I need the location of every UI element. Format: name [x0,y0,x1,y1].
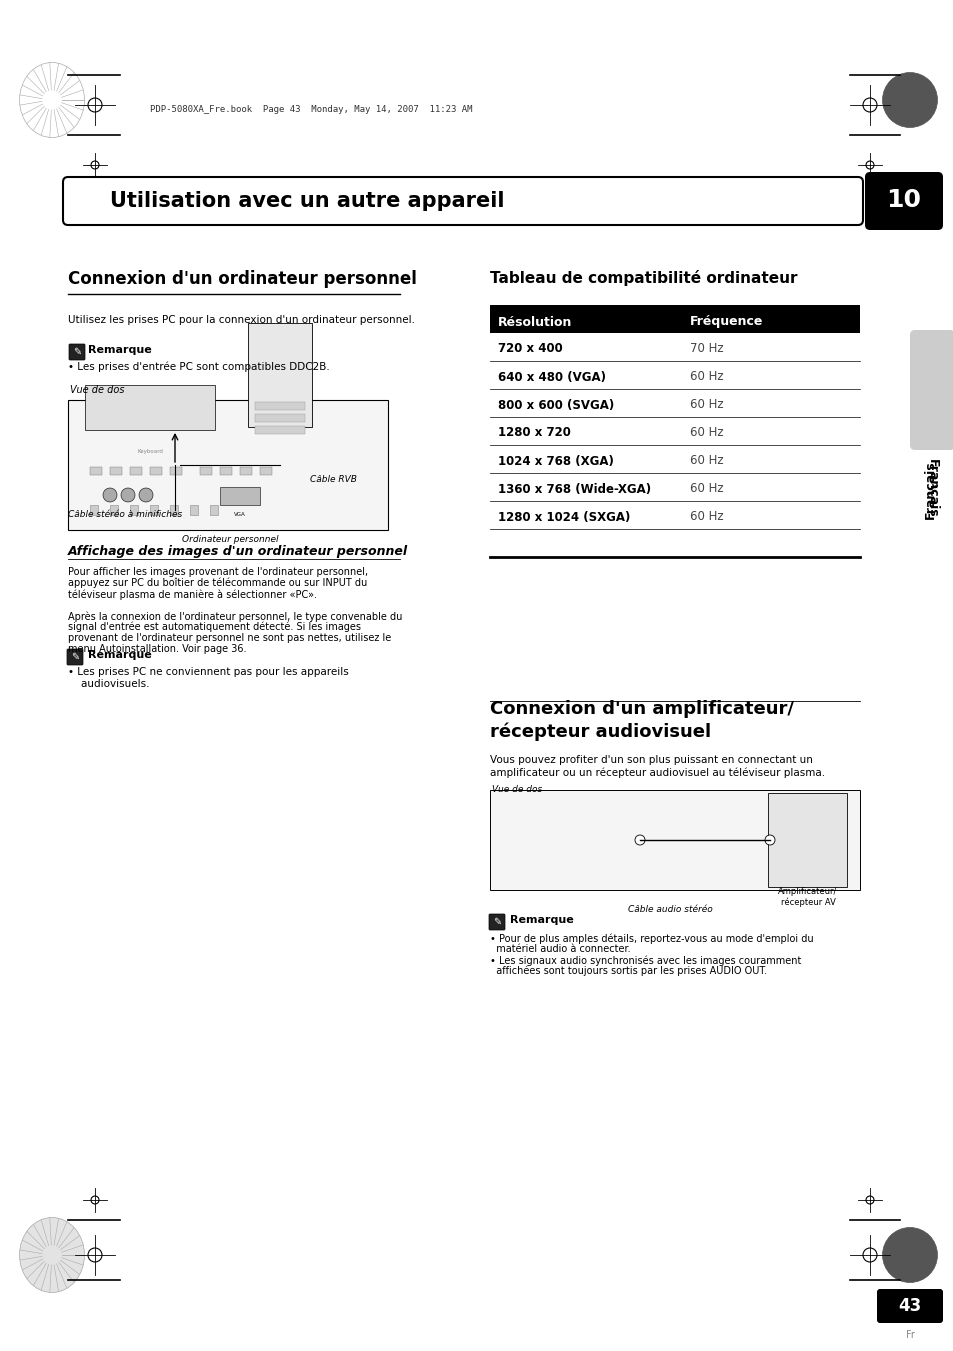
FancyBboxPatch shape [248,323,312,427]
Text: Fr: Fr [904,1329,914,1340]
Text: PDP-5080XA_Fre.book  Page 43  Monday, May 14, 2007  11:23 AM: PDP-5080XA_Fre.book Page 43 Monday, May … [150,105,472,115]
Text: 60 Hz: 60 Hz [689,399,723,412]
Text: Keyboard: Keyboard [137,449,163,454]
Text: • Les signaux audio synchronisés avec les images couramment: • Les signaux audio synchronisés avec le… [490,955,801,966]
Text: 70 Hz: 70 Hz [689,343,723,355]
Text: Amplificateur/
récepteur AV: Amplificateur/ récepteur AV [778,888,837,907]
Text: Après la connexion de l'ordinateur personnel, le type convenable du: Après la connexion de l'ordinateur perso… [68,611,402,621]
Text: Remarque: Remarque [510,915,573,925]
Text: VGA: VGA [233,512,246,516]
Text: menu Autoinstallation. Voir page 36.: menu Autoinstallation. Voir page 36. [68,644,246,654]
FancyBboxPatch shape [90,467,102,476]
Text: Utilisez les prises PC pour la connexion d'un ordinateur personnel.: Utilisez les prises PC pour la connexion… [68,315,415,326]
Text: téléviseur plasma de manière à sélectionner «PC».: téléviseur plasma de manière à sélection… [68,589,316,600]
Text: ✎: ✎ [71,653,79,662]
Text: • Pour de plus amples détails, reportez-vous au mode d'emploi du: • Pour de plus amples détails, reportez-… [490,934,813,943]
Text: Tableau de compatibilité ordinateur: Tableau de compatibilité ordinateur [490,270,797,286]
Text: Pour afficher les images provenant de l'ordinateur personnel,: Pour afficher les images provenant de l'… [68,567,368,577]
Text: Utilisation avec un autre appareil: Utilisation avec un autre appareil [110,190,504,211]
Text: amplificateur ou un récepteur audiovisuel au téléviseur plasma.: amplificateur ou un récepteur audiovisue… [490,767,824,777]
Text: Remarque: Remarque [88,650,152,661]
Text: ✎: ✎ [493,917,500,927]
Text: 10: 10 [885,188,921,212]
FancyBboxPatch shape [150,467,162,476]
Text: Connexion d'un amplificateur/
récepteur audiovisuel: Connexion d'un amplificateur/ récepteur … [490,700,793,740]
Text: Câble stéréo à minifiches: Câble stéréo à minifiches [68,509,182,519]
Text: Câble audio stéréo: Câble audio stéréo [627,905,712,915]
Circle shape [139,488,152,503]
Circle shape [635,835,644,844]
FancyBboxPatch shape [150,505,158,515]
Text: ✎: ✎ [72,347,81,357]
FancyBboxPatch shape [190,505,198,515]
Ellipse shape [882,73,937,127]
Text: Résolution: Résolution [497,316,572,328]
Text: 43: 43 [898,1297,921,1315]
Text: 60 Hz: 60 Hz [689,454,723,467]
Text: appuyez sur PC du boîtier de télécommande ou sur INPUT du: appuyez sur PC du boîtier de télécommand… [68,578,367,589]
Text: matériel audio à connecter.: matériel audio à connecter. [490,944,630,954]
FancyBboxPatch shape [68,400,388,530]
FancyBboxPatch shape [85,385,214,430]
Text: Vue de dos: Vue de dos [492,785,541,794]
FancyBboxPatch shape [909,330,953,450]
Text: Français: Français [924,459,938,517]
FancyBboxPatch shape [110,467,122,476]
FancyBboxPatch shape [490,790,859,890]
Text: 60 Hz: 60 Hz [689,427,723,439]
FancyBboxPatch shape [254,403,305,409]
Text: affichées sont toujours sortis par les prises AUDIO OUT.: affichées sont toujours sortis par les p… [490,966,766,977]
Text: 1280 x 1024 (SXGA): 1280 x 1024 (SXGA) [497,511,630,523]
Text: 720 x 400: 720 x 400 [497,343,562,355]
FancyBboxPatch shape [200,467,212,476]
FancyBboxPatch shape [864,172,942,230]
FancyBboxPatch shape [170,467,182,476]
FancyBboxPatch shape [260,467,272,476]
Text: 640 x 480 (VGA): 640 x 480 (VGA) [497,370,605,384]
Circle shape [121,488,135,503]
FancyBboxPatch shape [490,305,859,332]
FancyBboxPatch shape [220,467,232,476]
Text: Connexion d'un ordinateur personnel: Connexion d'un ordinateur personnel [68,270,416,288]
Text: Affichage des images d'un ordinateur personnel: Affichage des images d'un ordinateur per… [68,544,408,558]
Text: Remarque: Remarque [88,345,152,355]
Text: Vous pouvez profiter d'un son plus puissant en connectant un: Vous pouvez profiter d'un son plus puiss… [490,755,812,765]
Text: Ordinateur personnel: Ordinateur personnel [182,535,278,544]
Text: signal d'entrée est automatiquement détecté. Si les images: signal d'entrée est automatiquement déte… [68,621,360,632]
Text: Vue de dos: Vue de dos [70,385,125,394]
FancyBboxPatch shape [90,505,98,515]
FancyBboxPatch shape [130,505,138,515]
Text: Français: Français [923,461,936,519]
Circle shape [764,835,774,844]
FancyBboxPatch shape [67,648,83,665]
Text: • Les prises PC ne conviennent pas pour les appareils
    audiovisuels.: • Les prises PC ne conviennent pas pour … [68,667,349,689]
FancyBboxPatch shape [876,1289,942,1323]
FancyBboxPatch shape [110,505,118,515]
Text: 1360 x 768 (Wide-XGA): 1360 x 768 (Wide-XGA) [497,482,651,496]
FancyBboxPatch shape [240,467,252,476]
Text: 800 x 600 (SVGA): 800 x 600 (SVGA) [497,399,614,412]
FancyBboxPatch shape [130,467,142,476]
FancyBboxPatch shape [254,413,305,422]
FancyBboxPatch shape [767,793,846,888]
Text: 60 Hz: 60 Hz [689,511,723,523]
Text: Câble RVB: Câble RVB [310,476,356,484]
FancyBboxPatch shape [170,505,178,515]
Text: 60 Hz: 60 Hz [689,482,723,496]
Circle shape [103,488,117,503]
FancyBboxPatch shape [489,915,504,929]
FancyBboxPatch shape [210,505,218,515]
Text: provenant de l'ordinateur personnel ne sont pas nettes, utilisez le: provenant de l'ordinateur personnel ne s… [68,634,391,643]
Ellipse shape [882,1228,937,1282]
FancyBboxPatch shape [220,486,260,505]
Text: 1280 x 720: 1280 x 720 [497,427,570,439]
Text: 60 Hz: 60 Hz [689,370,723,384]
FancyBboxPatch shape [254,426,305,434]
Text: Fréquence: Fréquence [689,316,762,328]
Text: 1024 x 768 (XGA): 1024 x 768 (XGA) [497,454,613,467]
FancyBboxPatch shape [69,345,85,359]
Text: • Les prises d'entrée PC sont compatibles DDC2B.: • Les prises d'entrée PC sont compatible… [68,362,330,373]
Ellipse shape [19,1217,85,1293]
